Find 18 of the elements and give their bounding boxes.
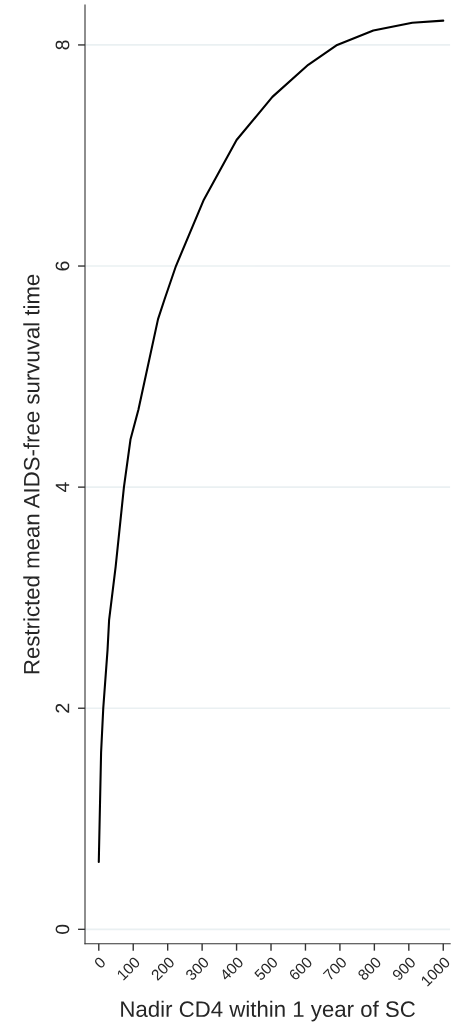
x-tick-label: 600 bbox=[288, 956, 313, 981]
y-axis-title: Restricted mean AIDS-free survuval time bbox=[23, 274, 40, 674]
x-axis-title: Nadir CD4 within 1 year of SC bbox=[121, 1000, 415, 1022]
x-tick-label: 300 bbox=[184, 956, 210, 982]
y-tick-label: 0 bbox=[55, 924, 70, 934]
x-tick-label: 200 bbox=[150, 956, 176, 981]
y-tick-label: 2 bbox=[55, 703, 70, 713]
x-tick-label: 400 bbox=[219, 956, 245, 982]
y-tick-label: 8 bbox=[55, 40, 70, 50]
x-tick-label: 500 bbox=[253, 956, 279, 982]
y-tick-label: 6 bbox=[55, 261, 70, 271]
y-tick-label: 4 bbox=[55, 482, 70, 493]
x-tick-label: 100 bbox=[116, 956, 141, 981]
x-tick-label: 800 bbox=[357, 956, 382, 981]
x-tick-label: 900 bbox=[391, 956, 417, 981]
x-tick-label: 700 bbox=[322, 956, 348, 981]
line-series bbox=[97, 19, 445, 863]
x-tick-label: 0 bbox=[93, 956, 107, 970]
